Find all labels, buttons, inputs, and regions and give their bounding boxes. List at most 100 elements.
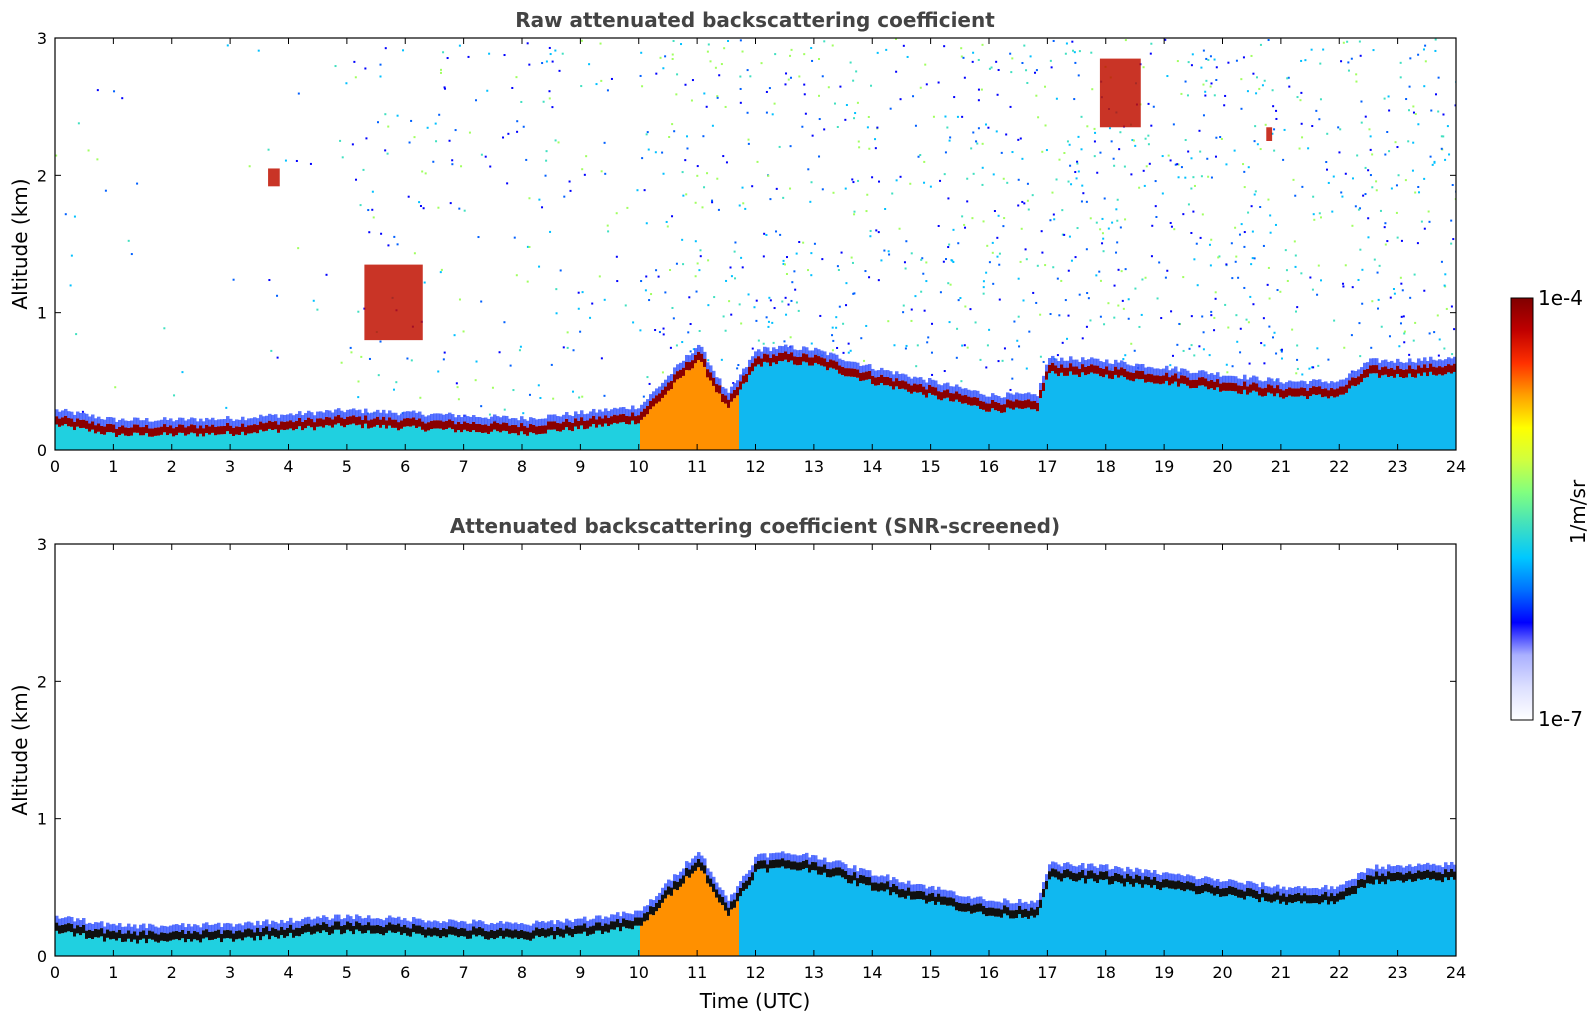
bl-halo xyxy=(1021,393,1025,401)
bl-halo xyxy=(838,358,842,366)
bl-column xyxy=(214,435,218,450)
bl-halo xyxy=(238,419,242,427)
bl-halo xyxy=(439,922,443,930)
bl-halo xyxy=(643,906,647,914)
noise-pixel xyxy=(1117,268,1120,271)
bl-column xyxy=(1264,395,1268,450)
bl-halo xyxy=(1171,873,1175,881)
bl-band xyxy=(301,421,305,431)
bl-band xyxy=(1345,384,1349,393)
bl-column xyxy=(724,403,728,450)
bl-halo xyxy=(1069,356,1073,364)
noise-pixel xyxy=(1225,263,1228,266)
noise-pixel xyxy=(1256,143,1259,146)
bl-column xyxy=(247,936,251,956)
noise-pixel xyxy=(666,225,669,228)
bl-column xyxy=(748,885,752,956)
bl-halo xyxy=(1030,900,1034,908)
bl-halo xyxy=(529,417,533,425)
bl-column xyxy=(364,423,368,450)
bl-halo xyxy=(316,411,320,419)
noise-pixel xyxy=(1161,192,1164,195)
bl-band xyxy=(835,361,839,370)
bl-halo xyxy=(382,920,386,928)
bl-column xyxy=(787,362,791,450)
bl-halo xyxy=(1321,382,1325,389)
noise-pixel xyxy=(1178,322,1181,325)
bl-halo xyxy=(1348,880,1352,888)
bl-band xyxy=(667,886,671,895)
noise-pixel xyxy=(739,39,742,42)
bl-halo xyxy=(964,896,968,904)
bl-column xyxy=(1072,374,1076,450)
bl-column xyxy=(1129,380,1133,450)
bl-column xyxy=(163,941,167,956)
bl-band xyxy=(835,867,839,876)
bl-halo xyxy=(1198,878,1202,886)
bl-halo xyxy=(820,350,824,358)
bl-band xyxy=(223,425,227,435)
bl-column xyxy=(1303,396,1307,450)
bl-halo xyxy=(799,349,803,357)
bl-column xyxy=(1102,377,1106,450)
bl-column xyxy=(1366,883,1370,956)
noise-pixel xyxy=(842,322,845,325)
noise-pixel xyxy=(1245,318,1248,321)
bl-halo xyxy=(937,886,941,894)
bl-band xyxy=(799,356,803,365)
bl-halo xyxy=(1171,368,1175,376)
bl-band xyxy=(1171,880,1175,889)
bl-band xyxy=(1210,885,1214,894)
bl-band xyxy=(67,923,71,932)
noise-pixel xyxy=(1450,242,1453,245)
bl-column xyxy=(1099,879,1103,956)
bl-halo xyxy=(439,413,443,421)
bl-band xyxy=(145,424,149,434)
noise-pixel xyxy=(600,170,603,173)
bl-band xyxy=(1012,910,1016,919)
noise-pixel xyxy=(1085,248,1088,251)
noise-pixel xyxy=(1308,367,1311,370)
bl-column xyxy=(1252,390,1256,450)
bl-halo xyxy=(1054,358,1058,366)
x-tick-label: 1 xyxy=(108,963,118,982)
bl-column xyxy=(1075,881,1079,956)
chart-title: Attenuated backscattering coefficient (S… xyxy=(450,514,1060,538)
bl-column xyxy=(1270,902,1274,956)
noise-pixel xyxy=(1333,319,1336,322)
bl-band xyxy=(493,930,497,940)
bl-halo xyxy=(1084,360,1088,367)
noise-pixel xyxy=(1213,329,1216,332)
noise-pixel xyxy=(480,153,483,156)
noise-pixel xyxy=(1383,97,1386,100)
noise-pixel xyxy=(1367,169,1370,172)
bl-band xyxy=(94,928,98,938)
noise-pixel xyxy=(1103,323,1106,326)
noise-pixel xyxy=(419,205,422,208)
x-tick-label: 22 xyxy=(1329,963,1349,982)
noise-pixel xyxy=(489,165,492,168)
bl-halo xyxy=(874,370,878,378)
bl-band xyxy=(1039,899,1043,908)
bl-halo xyxy=(256,920,260,928)
bl-band xyxy=(418,925,422,934)
bl-band xyxy=(577,925,581,934)
bl-column xyxy=(1282,398,1286,450)
noise-pixel xyxy=(955,356,958,359)
bl-column xyxy=(1414,377,1418,450)
bl-column xyxy=(727,915,731,956)
noise-pixel xyxy=(794,288,797,291)
bl-band xyxy=(280,421,284,430)
bl-column xyxy=(301,430,305,450)
bl-band xyxy=(961,903,965,912)
bl-halo xyxy=(787,347,791,354)
bl-band xyxy=(511,424,515,434)
noise-pixel xyxy=(455,382,458,385)
bl-halo xyxy=(376,918,380,925)
bl-halo xyxy=(274,921,278,929)
noise-pixel xyxy=(1190,231,1193,234)
bl-halo xyxy=(154,420,158,428)
noise-pixel xyxy=(588,63,591,66)
noise-pixel xyxy=(962,56,965,59)
bl-band xyxy=(580,925,584,934)
